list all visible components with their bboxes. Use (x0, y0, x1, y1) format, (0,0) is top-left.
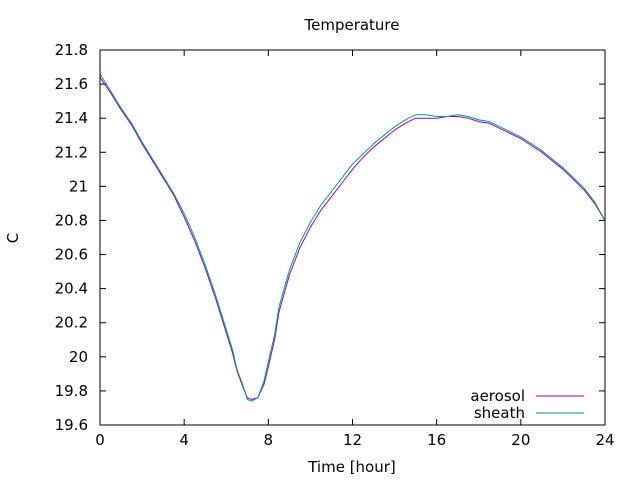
x-axis-label: Time [hour] (307, 458, 396, 476)
axis-ticks: 19.6 19.8 20 20.2 20.4 20.6 20.8 21 21.2 21.4 21.6… (55, 41, 615, 449)
series-line-aerosol (99, 77, 606, 400)
x-tick-label: 8 (264, 431, 274, 449)
y-tick-label: 20.6 (55, 246, 88, 264)
y-tick-label: 21 (69, 177, 88, 195)
legend-label-sheath: sheath (474, 404, 525, 422)
x-tick-label: 24 (595, 431, 614, 449)
x-tick-label: 20 (511, 431, 530, 449)
y-tick-label: 21.4 (55, 109, 88, 127)
y-tick-label: 21.2 (55, 143, 88, 161)
x-tick-label: 16 (427, 431, 446, 449)
y-tick-label: 20.8 (55, 211, 88, 229)
x-tick-label: 4 (179, 431, 189, 449)
plot-frame (99, 49, 606, 426)
y-tick-label: 21.8 (55, 41, 88, 59)
y-tick-label: 19.8 (55, 382, 88, 400)
y-tick-label: 19.6 (55, 416, 88, 434)
series-line-sheath (99, 73, 606, 402)
legend-label-aerosol: aerosol (470, 387, 525, 405)
y-tick-label: 20.2 (55, 314, 88, 332)
y-tick-label: 20 (69, 348, 88, 366)
x-tick-label: 0 (95, 431, 105, 449)
y-tick-label: 21.6 (55, 75, 88, 93)
y-tick-label: 20.4 (55, 280, 88, 298)
x-tick-label: 12 (343, 431, 362, 449)
chart-title: Temperature (303, 16, 399, 34)
series-lines (99, 73, 606, 402)
y-axis-label: C (4, 233, 22, 243)
